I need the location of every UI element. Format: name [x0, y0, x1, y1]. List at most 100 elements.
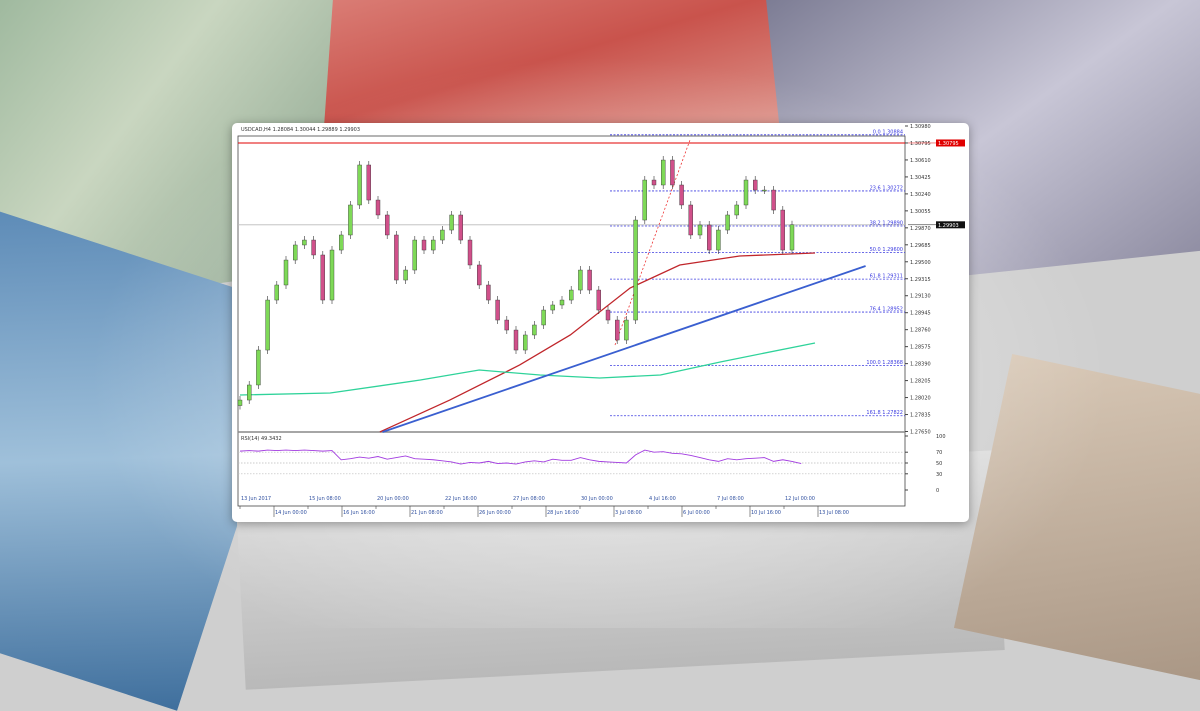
candle	[587, 269, 592, 291]
candle	[716, 229, 721, 251]
current-price-badge	[936, 221, 965, 229]
current-price-badge-text: 1.29903	[938, 223, 959, 229]
y-tick-label: 1.30425	[910, 175, 931, 181]
candle	[384, 214, 390, 236]
fib-level-label: 50.0 1.29600	[870, 247, 903, 253]
candle	[753, 179, 758, 191]
candle	[274, 284, 279, 301]
candle	[256, 349, 261, 386]
candle	[569, 289, 574, 301]
candle	[394, 234, 399, 281]
candle	[596, 289, 601, 311]
candle	[670, 159, 675, 186]
candle	[237, 399, 243, 406]
x-tick-label: 13 Jun 2017	[241, 496, 271, 502]
rsi-tick-label: 30	[936, 472, 942, 478]
candle	[762, 189, 767, 192]
candle	[725, 214, 730, 231]
candle	[559, 299, 565, 306]
x-tick-label: 7 Jul 08:00	[717, 496, 744, 502]
candle	[375, 199, 381, 216]
chart-title: USDCAD,H4 1.28084 1.30044 1.29889 1.2990…	[241, 127, 360, 133]
candle	[532, 324, 537, 336]
x-tick-label: 10 Jul 16:00	[751, 510, 781, 516]
candle	[743, 179, 749, 206]
candle	[780, 209, 785, 251]
candle	[467, 239, 473, 266]
chart-panel: USDCAD,H4 1.28084 1.30044 1.29889 1.2990…	[232, 123, 969, 522]
x-tick-label: 22 Jun 16:00	[445, 496, 477, 502]
candle	[283, 259, 289, 286]
y-tick-label: 1.29500	[910, 260, 931, 266]
candle	[421, 239, 427, 251]
x-tick-label: 27 Jun 08:00	[513, 496, 545, 502]
candle	[430, 239, 436, 251]
candle	[476, 264, 482, 286]
candle	[338, 234, 344, 251]
candle	[302, 239, 307, 246]
candle	[697, 224, 703, 236]
rsi-tick-label: 50	[936, 461, 942, 467]
fib-level-label: 38.2 1.29890	[870, 221, 903, 227]
candle	[688, 204, 693, 236]
x-tick-label: 13 Jul 08:00	[819, 510, 849, 516]
candle	[504, 319, 509, 331]
candle	[403, 269, 408, 281]
x-tick-label: 15 Jun 08:00	[309, 496, 341, 502]
y-tick-label: 1.28760	[910, 328, 931, 334]
rsi-line	[239, 449, 802, 465]
candle	[246, 384, 252, 401]
candle	[605, 309, 611, 321]
x-tick-label: 20 Jun 00:00	[377, 496, 409, 502]
candle	[513, 329, 519, 351]
y-tick-label: 1.28390	[910, 362, 931, 368]
y-tick-label: 1.30980	[910, 124, 931, 130]
candle	[541, 309, 546, 326]
candle	[624, 319, 629, 341]
y-tick-label: 1.30795	[910, 141, 931, 147]
high-price-badge-text: 1.30795	[938, 141, 959, 147]
candle	[642, 179, 647, 221]
candle	[293, 244, 298, 261]
x-tick-label: 4 Jul 16:00	[649, 496, 676, 502]
x-tick-label: 6 Jul 00:00	[683, 510, 710, 516]
rsi-tick-label: 100	[936, 434, 946, 440]
fib-level-label: 161.8 1.27822	[866, 410, 903, 416]
y-tick-label: 1.29685	[910, 243, 931, 249]
candle	[633, 219, 638, 321]
candle	[366, 164, 372, 201]
candle	[523, 334, 528, 351]
y-tick-label: 1.29870	[910, 226, 931, 232]
candle	[550, 304, 555, 311]
candle	[320, 254, 326, 301]
y-tick-label: 1.28020	[910, 396, 931, 402]
rsi-label: RSI(14) 49.3432	[241, 436, 282, 442]
rsi-tick-label: 0	[936, 488, 939, 494]
y-tick-label: 1.28575	[910, 345, 931, 351]
candle	[311, 239, 316, 256]
y-tick-label: 1.30055	[910, 209, 931, 215]
x-tick-label: 30 Jun 00:00	[581, 496, 613, 502]
candle	[440, 229, 445, 241]
candle	[357, 164, 362, 206]
moving-average-line	[379, 252, 816, 433]
fib-level-label: 23.6 1.30272	[870, 185, 903, 191]
candle	[412, 239, 418, 271]
price-chart[interactable]: USDCAD,H4 1.28084 1.30044 1.29889 1.2990…	[232, 123, 969, 522]
y-tick-label: 1.30240	[910, 192, 931, 198]
fib-level-label: 100.0 1.28368	[866, 360, 903, 366]
candle	[265, 299, 270, 351]
candle	[734, 204, 739, 216]
plot-frame	[237, 135, 906, 507]
y-tick-label: 1.29315	[910, 277, 931, 283]
x-tick-label: 3 Jul 08:00	[615, 510, 642, 516]
candle	[661, 159, 666, 186]
candle	[651, 179, 657, 186]
candle	[458, 214, 464, 241]
candle	[615, 319, 620, 341]
y-tick-label: 1.27650	[910, 430, 931, 436]
x-tick-label: 14 Jun 00:00	[275, 510, 307, 516]
rsi-tick-label: 70	[936, 450, 942, 456]
fib-level-label: 61.8 1.29311	[870, 274, 903, 280]
fib-anchor-line	[614, 139, 691, 346]
